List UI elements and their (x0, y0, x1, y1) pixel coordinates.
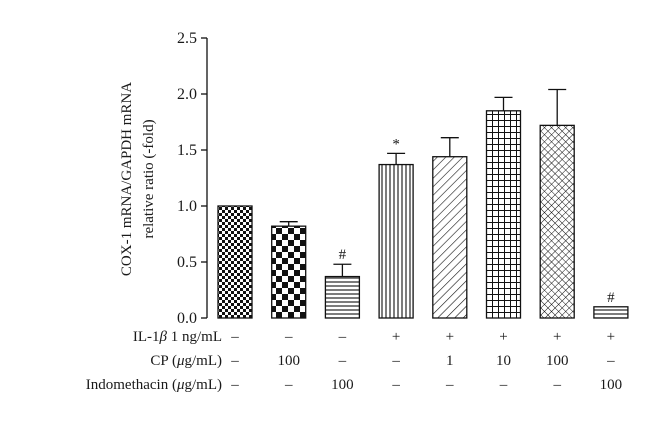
treatment-cell-r3-c4: – (391, 377, 400, 393)
treatment-cell-r2-c2: 100 (277, 353, 300, 369)
treatment-row-label-3: Indomethacin (μg/mL) (86, 377, 222, 393)
y-axis-title-line1: COX-1 mRNA/GAPDH mRNA (119, 82, 135, 276)
treatment-cell-r2-c4: – (391, 353, 400, 369)
bars (217, 110, 629, 319)
bar-3 (324, 275, 361, 319)
treatment-cell-r2-c3: – (338, 353, 347, 369)
y-tick-label: 2.0 (177, 86, 197, 103)
bar-6 (485, 110, 522, 319)
treatment-cell-r1-c3: – (338, 329, 347, 345)
treatment-cell-r1-c1: – (230, 329, 239, 345)
treatment-cell-r2-c5: 1 (446, 353, 454, 369)
treatment-cell-r3-c7: – (552, 377, 561, 393)
error-bars (279, 88, 567, 277)
bar-7 (539, 124, 575, 319)
treatment-table: IL-1β 1 ng/mL – – – + + + + +CP (μg/mL) –100– –1 10… (86, 329, 622, 393)
annotations: # * # (339, 136, 616, 305)
treatment-cell-r3-c8: 100 (600, 377, 623, 393)
significance-mark-3: # (339, 247, 347, 263)
bar-1 (217, 205, 253, 319)
bar-5 (432, 156, 468, 319)
treatment-row-label-2: CP (μg/mL) (150, 353, 222, 369)
treatment-cell-r2-c7: 100 (546, 353, 569, 369)
significance-mark-8: # (607, 290, 615, 306)
y-tick-label: 1.5 (177, 142, 197, 159)
treatment-cell-r3-c1: – (230, 377, 239, 393)
y-ticks: 0.0 0.5 1.0 1.5 2.0 2.5 (177, 30, 207, 327)
treatment-cell-r3-c6: – (499, 377, 508, 393)
treatment-cell-r1-c4: + (392, 329, 400, 345)
treatment-cell-r2-c6: 10 (496, 353, 511, 369)
significance-mark-4: * (392, 136, 400, 152)
treatment-cell-r3-c5: – (445, 377, 454, 393)
y-tick-label: 2.5 (177, 30, 197, 47)
treatment-cell-r1-c2: – (284, 329, 293, 345)
treatment-cell-r2-c8: – (606, 353, 615, 369)
treatment-cell-r3-c3: 100 (331, 377, 354, 393)
y-tick-label: 1.0 (177, 198, 197, 215)
treatment-cell-r1-c5: + (446, 329, 454, 345)
treatment-row-label-1: IL-1β 1 ng/mL (133, 329, 222, 345)
bar-4 (378, 163, 414, 319)
y-tick-label: 0.5 (177, 254, 197, 271)
y-tick-label: 0.0 (177, 310, 197, 327)
bar-8 (593, 306, 629, 319)
treatment-cell-r1-c8: + (607, 329, 615, 345)
treatment-cell-r1-c7: + (553, 329, 561, 345)
treatment-cell-r2-c1: – (230, 353, 239, 369)
treatment-cell-r1-c6: + (499, 329, 507, 345)
y-axis-title-line2: relative ratio (-fold) (141, 119, 157, 238)
bar-2 (271, 225, 307, 319)
treatment-cell-r3-c2: – (284, 377, 293, 393)
